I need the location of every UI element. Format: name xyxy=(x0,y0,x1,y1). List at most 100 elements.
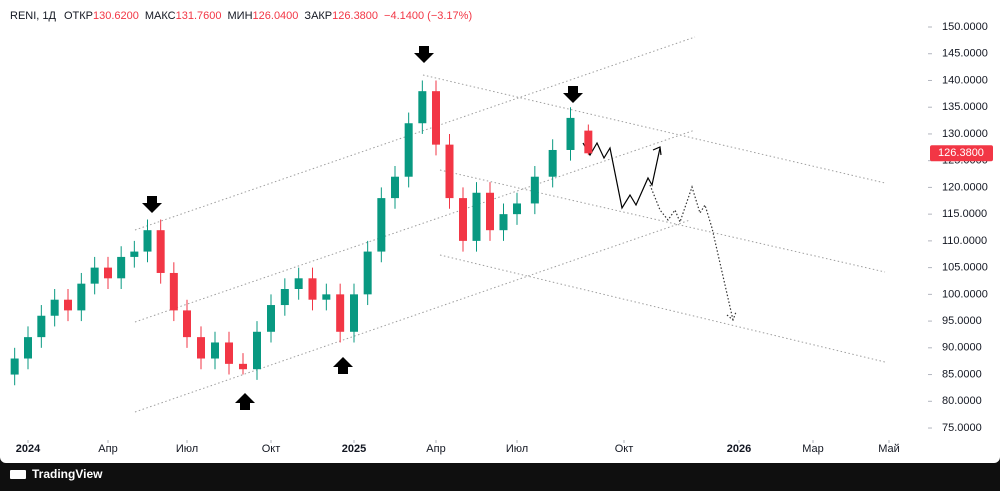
candle-body xyxy=(211,342,219,359)
candle-body xyxy=(267,305,275,332)
candle-body xyxy=(584,130,593,154)
legend-header: RENI, 1Д ОТКР130.6200 МАКС131.7600 МИН126.0… xyxy=(10,10,478,22)
candle-body xyxy=(418,91,427,124)
x-tick-label: 2025 xyxy=(342,443,366,455)
y-tick-label: 100.0000 xyxy=(942,288,988,300)
candle-body xyxy=(432,91,440,145)
candle-body xyxy=(548,149,557,177)
candle-body xyxy=(308,278,317,300)
projection-path-alt xyxy=(649,184,734,321)
field-value: 126.0400 xyxy=(252,10,299,22)
y-tick-label: 110.0000 xyxy=(942,235,987,247)
candle-body xyxy=(445,144,454,199)
y-tick-label: 150.0000 xyxy=(942,21,988,33)
candle-body xyxy=(77,283,86,311)
x-tick-label: Апр xyxy=(426,443,445,455)
candle-body xyxy=(64,299,72,311)
field-value: 130.6200 xyxy=(93,10,139,22)
field-value: 131.7600 xyxy=(175,10,222,22)
projection-arrowhead xyxy=(652,146,662,156)
candle-body xyxy=(225,342,233,364)
candle-body xyxy=(253,331,261,370)
candle-body xyxy=(37,315,46,338)
x-tick-label: 2024 xyxy=(16,443,41,455)
candle-body xyxy=(336,294,345,332)
candle-body xyxy=(280,289,289,306)
y-tick-label: 85.0000 xyxy=(942,368,982,380)
arrows xyxy=(142,46,583,410)
field-label: ЗАКР xyxy=(304,10,333,22)
projection-arrowhead xyxy=(726,311,737,322)
channel-line xyxy=(134,36,696,231)
candle-body xyxy=(530,176,539,204)
last-price-badge xyxy=(930,145,993,162)
change: −4.1400 (−3.17%) xyxy=(384,10,473,22)
y-tick-label: 145.0000 xyxy=(942,48,988,60)
candle-body xyxy=(117,256,126,279)
candle-body xyxy=(350,294,358,332)
arrow-down xyxy=(142,196,162,213)
logo: TradingView xyxy=(10,467,102,481)
candle-body xyxy=(10,358,19,375)
candle-body xyxy=(130,251,139,257)
candle-body xyxy=(459,198,467,241)
projection-path xyxy=(582,141,661,210)
x-tick-label: Окт xyxy=(615,443,634,455)
candle-body xyxy=(499,214,508,231)
candle-body xyxy=(239,363,247,370)
x-tick-label: Окт xyxy=(262,443,281,455)
channel-line xyxy=(134,219,691,413)
candle-body xyxy=(363,251,372,295)
arrow-up xyxy=(235,393,255,410)
arrow-down xyxy=(414,46,434,63)
candle-body xyxy=(197,337,205,359)
candle-body xyxy=(104,267,112,279)
candle-body xyxy=(24,337,32,359)
x-tick-label: Мар xyxy=(802,443,824,455)
candle-body xyxy=(294,278,303,290)
arrow-up xyxy=(333,357,353,374)
x-tick-label: Июл xyxy=(506,443,528,455)
x-tick-label: 2026 xyxy=(727,443,751,455)
candle-body xyxy=(486,192,494,231)
candle-body xyxy=(566,117,575,150)
candle-body xyxy=(156,230,165,273)
arrow-down xyxy=(563,86,583,103)
candle-body xyxy=(377,198,386,252)
y-tick-label: 75.0000 xyxy=(942,422,982,434)
y-tick-label: 135.0000 xyxy=(942,101,988,113)
chart: 75.0000 80.0000 85.0000 90.0000 95.0000 100.0… xyxy=(10,21,993,455)
y-tick-label: 80.0000 xyxy=(942,395,982,407)
last-price-label: 126.3800 xyxy=(938,147,984,159)
chart-panel xyxy=(0,0,1000,463)
candle-body xyxy=(169,272,178,311)
candle-body xyxy=(90,267,99,284)
candle-body xyxy=(322,294,331,300)
y-tick-label: 130.0000 xyxy=(942,128,988,140)
candle-body xyxy=(50,299,59,316)
x-tick-label: Июл xyxy=(176,443,198,455)
candle-body xyxy=(404,123,413,177)
channel-line xyxy=(422,74,886,184)
candle-body xyxy=(513,203,521,215)
logo-icon xyxy=(10,469,26,479)
channel-line xyxy=(439,254,886,363)
y-tick-label: 95.0000 xyxy=(942,315,982,327)
candle-body xyxy=(391,176,399,199)
field-label: ОТКР xyxy=(63,10,93,22)
candle-body xyxy=(472,192,481,241)
field-label: МАКС xyxy=(144,10,176,22)
channel-line xyxy=(134,129,696,323)
y-tick-label: 115.0000 xyxy=(942,208,987,220)
logo-text: TradingView xyxy=(32,467,103,481)
y-tick-label: 140.0000 xyxy=(942,74,988,86)
x-tick-label: Май xyxy=(878,443,900,455)
drawings xyxy=(134,36,886,413)
candle-body xyxy=(143,230,152,252)
axes: 75.0000 80.0000 85.0000 90.0000 95.0000 100.0… xyxy=(16,21,993,455)
plot xyxy=(10,80,593,386)
y-tick-label: 90.0000 xyxy=(942,342,982,354)
candle-body xyxy=(183,310,191,338)
field-value: 126.3800 xyxy=(332,10,379,22)
